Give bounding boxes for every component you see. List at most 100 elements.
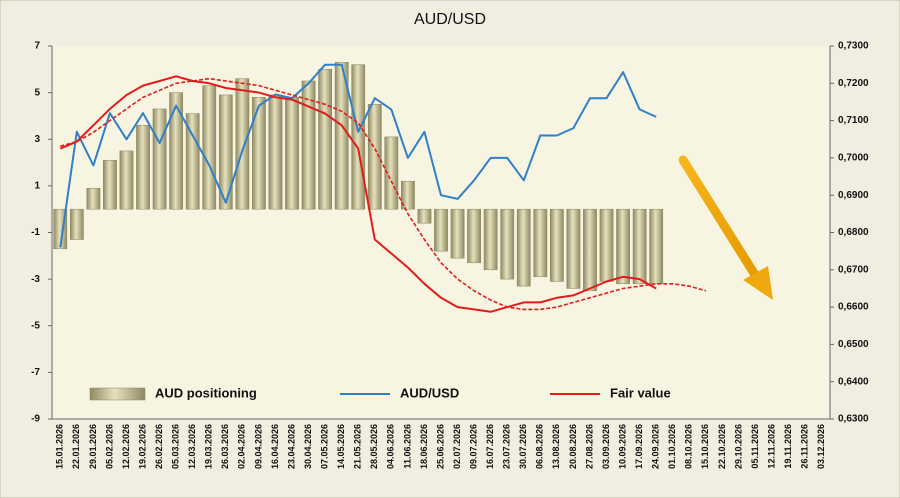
bar: [384, 136, 399, 210]
chart-title: AUD/USD: [414, 11, 486, 28]
x-tick-label: 23.04.2026: [286, 424, 296, 469]
y2-tick-label: 0,7300: [838, 41, 869, 52]
x-tick-label: 22.10.2026: [717, 424, 727, 469]
bar: [450, 208, 465, 259]
x-tick-label: 12.11.2026: [766, 424, 776, 469]
bar: [533, 208, 548, 278]
y2-tick-label: 0,6500: [838, 339, 869, 350]
x-tick-label: 04.06.2026: [386, 424, 396, 469]
bar: [632, 208, 647, 285]
bar: [202, 85, 217, 210]
y2-tick-label: 0,7000: [838, 153, 869, 164]
x-tick-label: 23.07.2026: [502, 424, 512, 469]
x-tick-label: 16.07.2026: [485, 424, 495, 469]
bar: [467, 208, 481, 264]
y2-tick-label: 0,6900: [838, 190, 869, 201]
x-tick-label: 28.05.2026: [369, 424, 379, 469]
bar: [550, 208, 564, 282]
bar: [318, 69, 332, 210]
bar: [649, 208, 664, 285]
x-tick-label: 09.04.2026: [253, 424, 263, 469]
x-tick-label: 20.08.2026: [568, 424, 578, 469]
bar: [566, 208, 581, 289]
x-tick-label: 13.08.2026: [551, 424, 561, 469]
legend-label: Fair value: [610, 385, 671, 400]
x-tick-label: 19.02.2026: [137, 424, 147, 469]
bar: [351, 64, 366, 210]
x-tick-label: 17.09.2026: [634, 424, 644, 469]
x-tick-label: 29.01.2026: [88, 424, 98, 469]
bar: [268, 94, 283, 210]
bar: [583, 208, 597, 292]
trend-arrow: [678, 155, 773, 300]
bar: [367, 104, 382, 210]
x-tick-label: 02.04.2026: [237, 424, 247, 469]
bar: [235, 78, 250, 210]
y2-tick-label: 0,7100: [838, 115, 869, 126]
bar: [434, 208, 448, 252]
x-tick-label: 19.03.2026: [204, 424, 214, 469]
x-tick-label: 29.10.2026: [733, 424, 743, 469]
bar: [599, 208, 614, 282]
x-tick-label: 12.02.2026: [121, 424, 131, 469]
bar: [169, 92, 184, 210]
y-tick-label: 5: [34, 87, 40, 98]
bar: [86, 187, 101, 210]
x-tick-label: 05.11.2026: [750, 424, 760, 469]
x-tick-label: 12.03.2026: [187, 424, 197, 469]
x-tick-label: 10.09.2026: [617, 424, 627, 469]
x-tick-label: 16.04.2026: [270, 424, 280, 469]
x-tick-label: 05.02.2026: [104, 424, 114, 469]
bar: [417, 208, 432, 224]
x-tick-label: 15.01.2026: [55, 424, 65, 469]
x-tick-label: 08.10.2026: [684, 424, 694, 469]
y-tick-label: 1: [34, 181, 40, 192]
x-tick-label: 21.05.2026: [353, 424, 363, 469]
x-tick-label: 30.07.2026: [518, 424, 528, 469]
y2-tick-label: 0,6800: [838, 227, 869, 238]
bar: [500, 208, 515, 280]
y-tick-label: -3: [31, 274, 40, 285]
x-tick-label: 11.06.2026: [402, 424, 412, 469]
legend-swatch: [89, 387, 146, 401]
bar: [119, 150, 134, 210]
y-tick-label: -9: [31, 414, 40, 425]
x-tick-label: 26.02.2026: [154, 424, 164, 469]
y2-tick-label: 0,6400: [838, 376, 869, 387]
x-tick-label: 24.09.2026: [651, 424, 661, 469]
line: [59, 63, 657, 248]
y-tick-label: -7: [31, 367, 40, 378]
x-tick-label: 02.07.2026: [452, 424, 462, 469]
bar: [152, 108, 167, 210]
x-tick-label: 14.05.2026: [336, 424, 346, 469]
x-tick-label: 06.08.2026: [535, 424, 545, 469]
bar: [69, 208, 84, 240]
y2-tick-label: 0,6700: [838, 264, 869, 275]
bar: [301, 80, 316, 210]
line: [59, 75, 657, 313]
bar: [103, 159, 117, 210]
x-tick-label: 09.07.2026: [468, 424, 478, 469]
bar: [185, 113, 200, 210]
x-tick-label: 27.08.2026: [584, 424, 594, 469]
bar: [483, 208, 498, 271]
x-tick-label: 03.12.2026: [816, 424, 826, 469]
y-tick-label: 3: [34, 134, 40, 145]
legend-label: AUD positioning: [155, 385, 257, 400]
legend-label: AUD/USD: [400, 385, 459, 400]
bar: [285, 97, 299, 210]
y2-tick-label: 0,7200: [838, 78, 869, 89]
x-tick-label: 15.10.2026: [700, 424, 710, 469]
dashed-line: [60, 77, 707, 311]
x-tick-label: 03.09.2026: [601, 424, 611, 469]
bar: [516, 208, 531, 287]
bar: [401, 180, 415, 210]
x-tick-label: 26.03.2026: [220, 424, 230, 469]
y-tick-label: 7: [34, 41, 40, 52]
bar: [136, 125, 150, 210]
y-tick-label: -1: [31, 227, 40, 238]
y2-tick-label: 0,6600: [838, 302, 869, 313]
bar: [616, 208, 630, 285]
bar: [252, 97, 266, 210]
